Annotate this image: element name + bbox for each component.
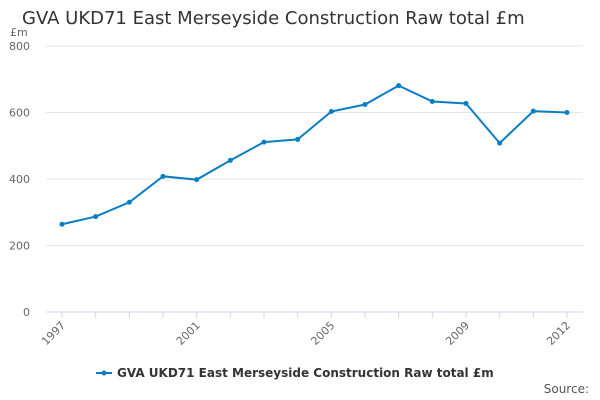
data-point xyxy=(261,139,267,145)
data-point xyxy=(126,199,132,205)
chart-title: GVA UKD71 East Merseyside Construction R… xyxy=(22,8,525,29)
series-line xyxy=(61,84,568,226)
data-point xyxy=(362,102,368,108)
data-point xyxy=(295,136,301,142)
data-point xyxy=(497,140,503,146)
y-tick-label: 200 xyxy=(9,240,30,253)
data-point xyxy=(160,173,166,179)
legend-label: GVA UKD71 East Merseyside Construction R… xyxy=(117,366,494,380)
data-point xyxy=(530,108,536,114)
source-label: Source: xyxy=(543,382,589,396)
data-point xyxy=(564,110,570,115)
x-tick-label: 2001 xyxy=(174,319,203,348)
data-point xyxy=(194,177,200,183)
legend-marker-icon xyxy=(101,370,107,376)
x-tick-label: 2012 xyxy=(544,319,573,348)
y-tick-label: 800 xyxy=(9,40,30,53)
y-axis-label: £m xyxy=(10,26,28,39)
data-point xyxy=(93,214,99,220)
x-tick-label: 2005 xyxy=(308,319,337,348)
y-tick-label: 0 xyxy=(23,306,30,319)
data-point xyxy=(227,157,233,163)
y-tick-label: 400 xyxy=(9,173,30,186)
data-point xyxy=(396,83,402,89)
data-point xyxy=(328,109,334,115)
x-tick-label: 2009 xyxy=(443,319,472,348)
data-point xyxy=(463,101,469,107)
data-point xyxy=(429,99,435,105)
y-tick-label: 600 xyxy=(9,107,30,120)
x-tick-label: 1997 xyxy=(39,319,68,348)
data-point xyxy=(59,221,65,227)
